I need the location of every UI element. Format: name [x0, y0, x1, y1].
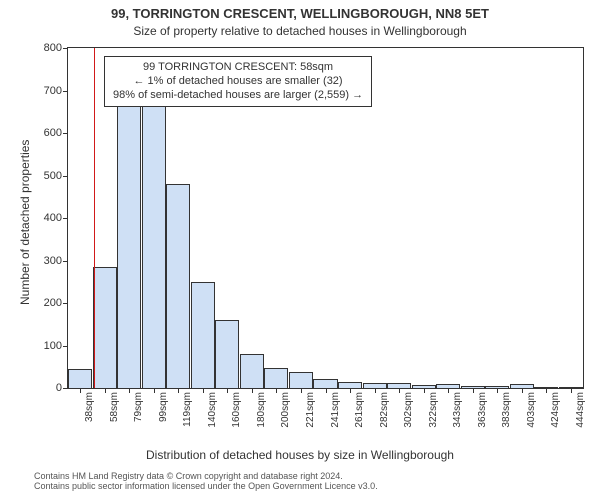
chart-frame: 99, TORRINGTON CRESCENT, WELLINGBOROUGH,… [0, 0, 600, 500]
y-tick-mark [63, 133, 68, 134]
x-tick-mark [424, 388, 425, 393]
x-tick-mark [571, 388, 572, 393]
x-tick-label: 282sqm [379, 392, 390, 428]
histogram-bar [559, 387, 583, 388]
y-tick-label: 100 [44, 340, 62, 352]
y-tick-label: 0 [56, 382, 62, 394]
x-tick-label: 58sqm [109, 392, 120, 422]
chart-title: 99, TORRINGTON CRESCENT, WELLINGBOROUGH,… [0, 6, 600, 21]
y-tick-mark [63, 388, 68, 389]
histogram-bar [142, 105, 166, 388]
x-tick-mark [80, 388, 81, 393]
info-box-line: 98% of semi-detached houses are larger (… [113, 89, 363, 103]
y-tick-label: 800 [44, 42, 62, 54]
x-tick-label: 343sqm [452, 392, 463, 428]
histogram-bar [93, 267, 117, 388]
x-tick-mark [448, 388, 449, 393]
y-tick-label: 600 [44, 127, 62, 139]
histogram-bar [510, 384, 534, 388]
y-tick-mark [63, 261, 68, 262]
histogram-bar [215, 320, 239, 388]
x-axis-label: Distribution of detached houses by size … [0, 448, 600, 462]
histogram-bar [191, 282, 215, 388]
footer-attribution: Contains HM Land Registry data © Crown c… [34, 471, 378, 491]
histogram-bar [338, 382, 362, 388]
histogram-bar [166, 184, 190, 388]
info-box: 99 TORRINGTON CRESCENT: 58sqm← 1% of det… [104, 56, 372, 107]
x-tick-mark [375, 388, 376, 393]
y-tick-mark [63, 218, 68, 219]
x-tick-mark [497, 388, 498, 393]
x-tick-mark [522, 388, 523, 393]
y-tick-mark [63, 303, 68, 304]
histogram-bar [313, 379, 337, 388]
histogram-bar [68, 369, 92, 388]
x-tick-label: 160sqm [231, 392, 242, 428]
histogram-bar [387, 383, 411, 388]
y-tick-mark [63, 176, 68, 177]
x-tick-label: 38sqm [84, 392, 95, 422]
x-tick-mark [546, 388, 547, 393]
y-tick-mark [63, 48, 68, 49]
x-tick-label: 363sqm [477, 392, 488, 428]
y-tick-label: 400 [44, 212, 62, 224]
x-tick-mark [203, 388, 204, 393]
x-tick-label: 322sqm [428, 392, 439, 428]
x-tick-label: 200sqm [280, 392, 291, 428]
footer-line-2: Contains public sector information licen… [34, 481, 378, 491]
y-tick-label: 300 [44, 255, 62, 267]
x-tick-mark [301, 388, 302, 393]
x-tick-label: 261sqm [354, 392, 365, 428]
y-axis-label: Number of detached properties [18, 140, 32, 305]
x-tick-label: 221sqm [305, 392, 316, 428]
info-box-line: 99 TORRINGTON CRESCENT: 58sqm [113, 61, 363, 75]
y-tick-mark [63, 346, 68, 347]
x-tick-label: 140sqm [207, 392, 218, 428]
x-tick-label: 403sqm [526, 392, 537, 428]
y-tick-label: 200 [44, 297, 62, 309]
x-tick-label: 444sqm [575, 392, 586, 428]
x-tick-mark [154, 388, 155, 393]
x-tick-mark [178, 388, 179, 393]
x-tick-label: 302sqm [403, 392, 414, 428]
histogram-bar [240, 354, 264, 388]
x-tick-mark [105, 388, 106, 393]
x-tick-label: 119sqm [182, 392, 193, 427]
subject-marker-line [94, 48, 95, 388]
histogram-bar [534, 387, 558, 388]
x-tick-label: 79sqm [133, 392, 144, 422]
histogram-bar [436, 384, 460, 388]
x-tick-label: 180sqm [256, 392, 267, 428]
histogram-bar [412, 385, 436, 388]
x-tick-label: 424sqm [550, 392, 561, 428]
histogram-bar [485, 386, 509, 388]
x-tick-mark [276, 388, 277, 393]
x-tick-mark [129, 388, 130, 393]
y-tick-mark [63, 91, 68, 92]
info-box-line: ← 1% of detached houses are smaller (32) [113, 75, 363, 89]
x-tick-mark [350, 388, 351, 393]
histogram-bar [289, 372, 313, 388]
histogram-bar [117, 103, 141, 388]
y-tick-label: 500 [44, 170, 62, 182]
histogram-bar [363, 383, 387, 388]
x-tick-mark [326, 388, 327, 393]
x-tick-mark [473, 388, 474, 393]
x-tick-label: 99sqm [158, 392, 169, 422]
plot-area: 010020030040050060070080038sqm58sqm79sqm… [67, 47, 584, 389]
footer-line-1: Contains HM Land Registry data © Crown c… [34, 471, 378, 481]
histogram-bar [461, 386, 485, 388]
chart-subtitle: Size of property relative to detached ho… [0, 24, 600, 38]
x-tick-label: 383sqm [501, 392, 512, 428]
x-tick-mark [399, 388, 400, 393]
x-tick-label: 241sqm [330, 392, 341, 428]
histogram-bar [264, 368, 288, 388]
x-tick-mark [227, 388, 228, 393]
y-tick-label: 700 [44, 85, 62, 97]
x-tick-mark [252, 388, 253, 393]
